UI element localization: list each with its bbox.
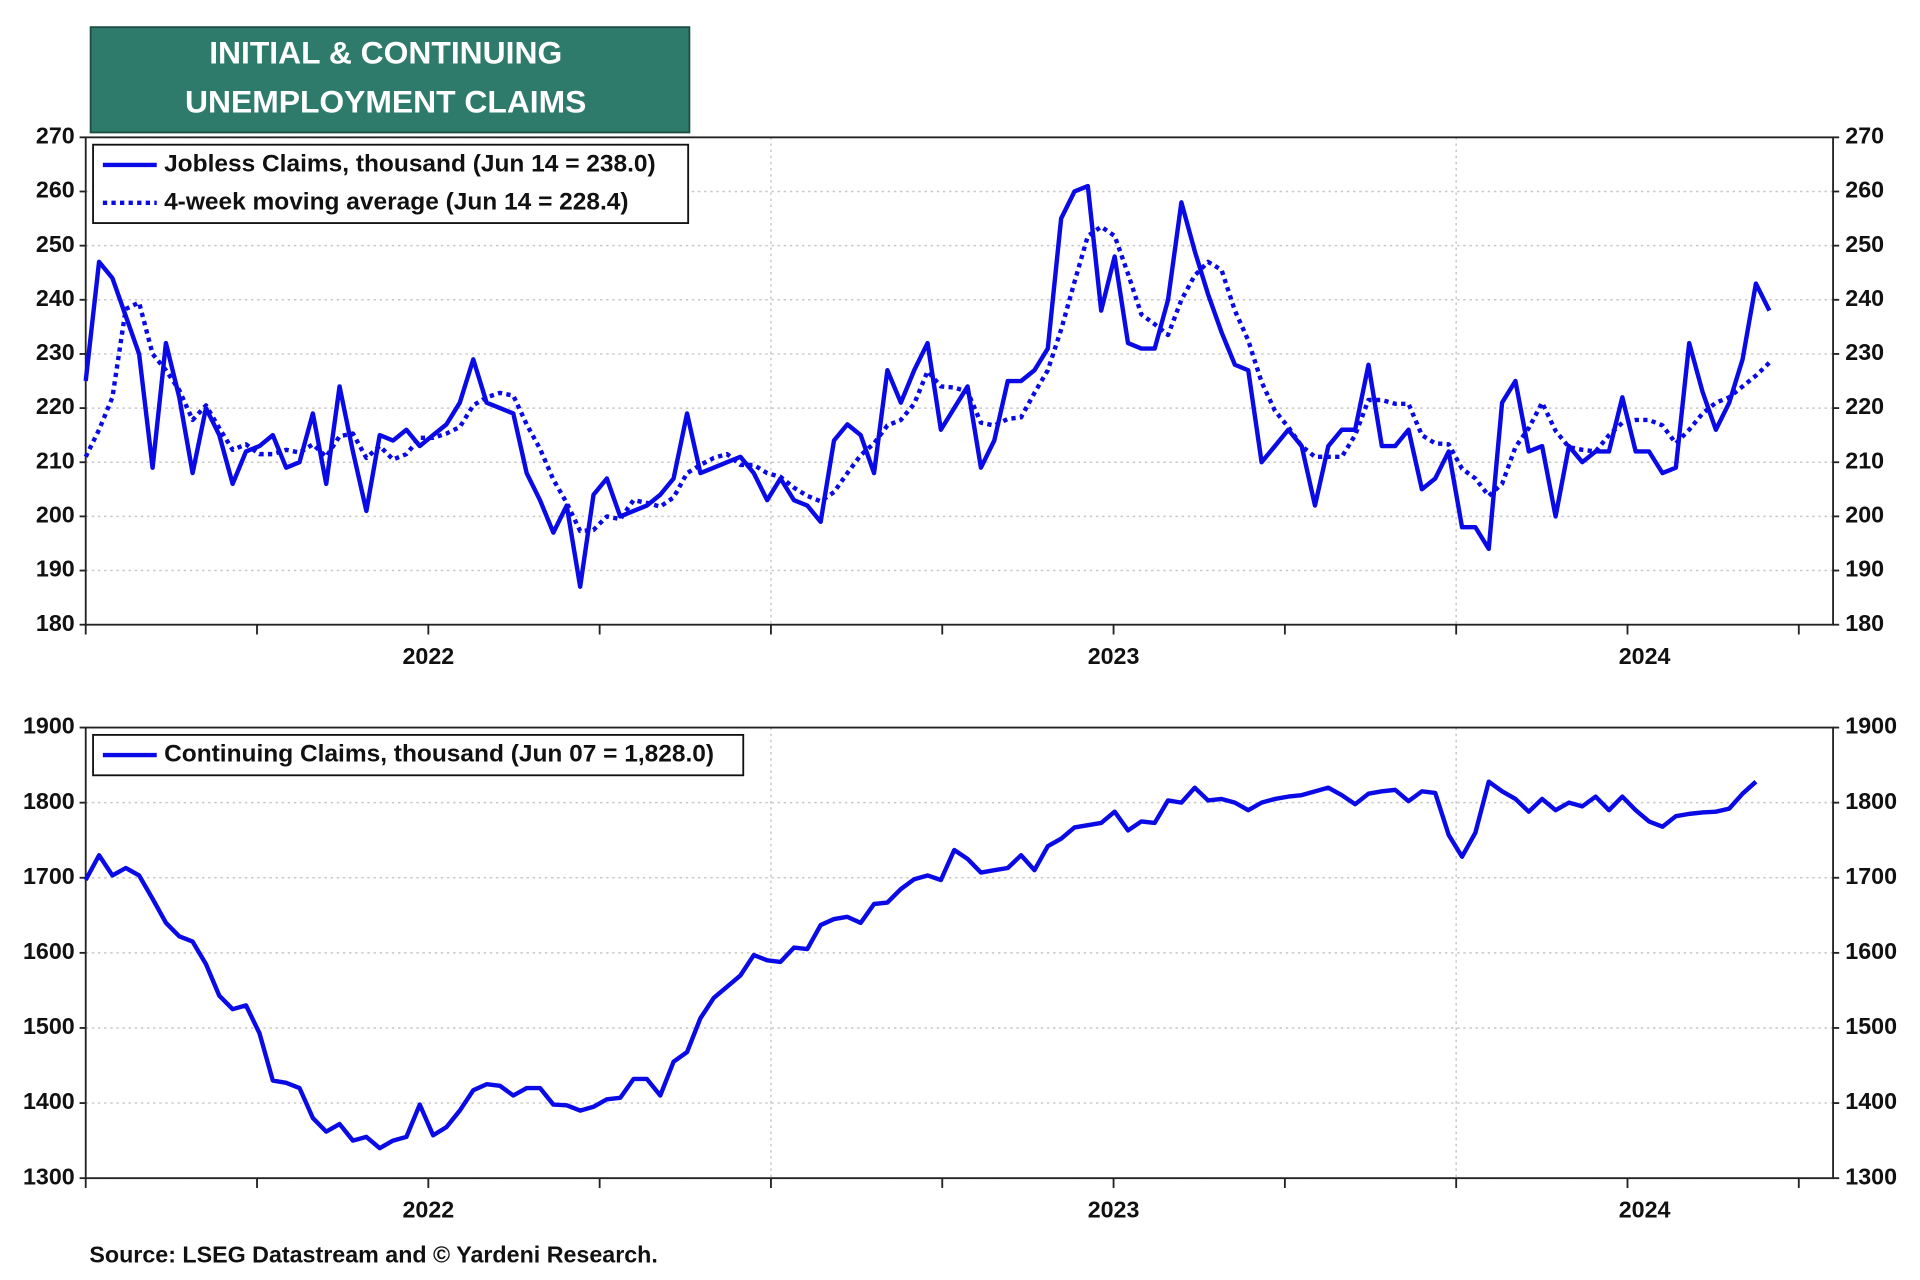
legend-label: 4-week moving average (Jun 14 = 228.4): [164, 188, 628, 215]
title-line: UNEMPLOYMENT CLAIMS: [185, 84, 586, 120]
y-tick-label: 1800: [23, 788, 75, 814]
x-tick-label: 2024: [1619, 1196, 1671, 1222]
y-tick-label: 180: [36, 610, 75, 636]
y-tick-label: 210: [1845, 447, 1884, 473]
y-tick-label: 1500: [1845, 1013, 1897, 1039]
y-tick-label: 240: [1845, 285, 1884, 311]
y-tick-label: 1700: [23, 863, 75, 889]
legend-label: Continuing Claims, thousand (Jun 07 = 1,…: [164, 741, 714, 768]
legend-label: Jobless Claims, thousand (Jun 14 = 238.0…: [164, 150, 656, 177]
y-tick-label: 200: [1845, 502, 1884, 528]
series-line: [83, 224, 1771, 534]
y-tick-label: 230: [1845, 339, 1884, 365]
legend-box: [92, 733, 745, 777]
y-tick-label: 250: [36, 231, 75, 257]
legend-box: [92, 143, 690, 224]
y-tick-label: 1400: [23, 1088, 75, 1114]
y-tick-label: 190: [36, 556, 75, 582]
title-box: [89, 26, 691, 134]
y-tick-label: 260: [1845, 177, 1884, 203]
y-tick-label: 210: [36, 447, 75, 473]
source: Source: LSEG Datastream and © Yardeni Re…: [89, 1242, 657, 1268]
y-tick-label: 270: [36, 122, 75, 148]
x-tick-label: 2023: [1088, 643, 1140, 669]
y-tick-label: 260: [36, 177, 75, 203]
y-tick-label: 250: [1845, 231, 1884, 257]
y-tick-label: 1700: [1845, 863, 1897, 889]
y-tick-label: 1300: [23, 1163, 75, 1189]
y-tick-label: 180: [1845, 610, 1884, 636]
y-tick-label: 190: [1845, 556, 1884, 582]
y-tick-label: 240: [36, 285, 75, 311]
y-tick-label: 1400: [1845, 1088, 1897, 1114]
x-tick-label: 2022: [402, 643, 454, 669]
x-tick-label: 2022: [402, 1196, 454, 1222]
y-tick-label: 1600: [23, 938, 75, 964]
series-line: [83, 779, 1758, 1151]
y-tick-label: 230: [36, 339, 75, 365]
x-tick-label: 2023: [1088, 1196, 1140, 1222]
y-tick-label: 220: [36, 393, 75, 419]
y-tick-label: 1900: [1845, 713, 1897, 739]
series-line: [83, 183, 1772, 589]
title-line: INITIAL & CONTINUING: [209, 35, 562, 71]
y-tick-label: 1600: [1845, 938, 1897, 964]
x-tick-label: 2024: [1619, 643, 1671, 669]
y-tick-label: 1500: [23, 1013, 75, 1039]
y-tick-label: 220: [1845, 393, 1884, 419]
y-tick-label: 270: [1845, 122, 1884, 148]
y-tick-label: 1800: [1845, 788, 1897, 814]
y-tick-label: 1900: [23, 713, 75, 739]
y-tick-label: 200: [36, 502, 75, 528]
y-tick-label: 1300: [1845, 1163, 1897, 1189]
